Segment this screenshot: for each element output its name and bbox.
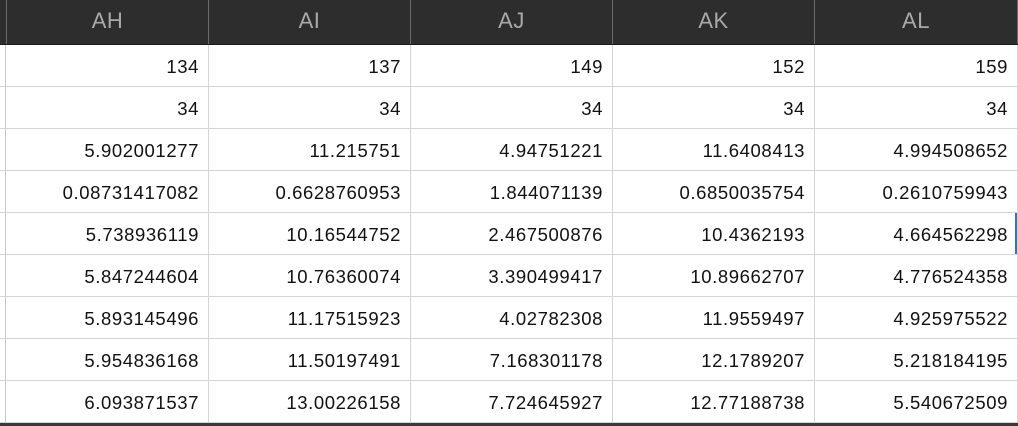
column-header-AK[interactable]: AK bbox=[613, 0, 815, 44]
column-header-AL[interactable]: AL bbox=[815, 0, 1018, 44]
row-header[interactable] bbox=[0, 129, 6, 170]
cell-AL[interactable]: 5.218184195 bbox=[815, 339, 1018, 380]
row-header[interactable] bbox=[0, 171, 6, 212]
corner-cell[interactable] bbox=[0, 0, 7, 44]
table-row: 5.902001277 11.215751 4.94751221 11.6408… bbox=[0, 129, 1018, 171]
cell-AK[interactable]: 0.6850035754 bbox=[613, 171, 815, 212]
cell-AJ[interactable]: 7.168301178 bbox=[411, 339, 613, 380]
cell-AJ[interactable]: 34 bbox=[411, 87, 613, 128]
row-header[interactable] bbox=[0, 381, 6, 422]
grid-body: 134 137 149 152 159 34 34 34 34 34 5.902… bbox=[0, 45, 1018, 426]
table-row: 6.093871537 13.00226158 7.724645927 12.7… bbox=[0, 381, 1018, 423]
selection-border bbox=[1015, 213, 1017, 254]
cell-AI[interactable]: 13.00226158 bbox=[209, 381, 411, 422]
cell-AH[interactable]: 134 bbox=[7, 45, 209, 86]
row-header[interactable] bbox=[0, 87, 6, 128]
row-header[interactable] bbox=[0, 297, 6, 338]
cell-AI[interactable]: 11.215751 bbox=[209, 129, 411, 170]
row-header[interactable] bbox=[0, 213, 6, 254]
cell-AH[interactable]: 5.893145496 bbox=[7, 297, 209, 338]
table-row: 5.847244604 10.76360074 3.390499417 10.8… bbox=[0, 255, 1018, 297]
cell-AI[interactable]: 34 bbox=[209, 87, 411, 128]
cell-AI[interactable]: 11.50197491 bbox=[209, 339, 411, 380]
table-row: 34 34 34 34 34 bbox=[0, 87, 1018, 129]
cell-AH[interactable]: 5.902001277 bbox=[7, 129, 209, 170]
cell-AJ[interactable]: 1.844071139 bbox=[411, 171, 613, 212]
cell-AH[interactable]: 0.08731417082 bbox=[7, 171, 209, 212]
cell-AK[interactable]: 34 bbox=[613, 87, 815, 128]
cell-AH[interactable]: 6.093871537 bbox=[7, 381, 209, 422]
column-header-AH[interactable]: AH bbox=[7, 0, 209, 44]
cell-AJ[interactable]: 3.390499417 bbox=[411, 255, 613, 296]
cell-AK[interactable]: 11.6408413 bbox=[613, 129, 815, 170]
row-header[interactable] bbox=[0, 339, 6, 380]
cell-AJ[interactable]: 4.94751221 bbox=[411, 129, 613, 170]
table-row: 5.738936119 10.16544752 2.467500876 10.4… bbox=[0, 213, 1018, 255]
row-header[interactable] bbox=[0, 45, 6, 86]
bottom-divider bbox=[0, 423, 1018, 426]
cell-AH[interactable]: 5.847244604 bbox=[7, 255, 209, 296]
cell-AK[interactable]: 152 bbox=[613, 45, 815, 86]
table-row: 5.893145496 11.17515923 4.02782308 11.95… bbox=[0, 297, 1018, 339]
cell-AJ[interactable]: 7.724645927 bbox=[411, 381, 613, 422]
cell-AL[interactable]: 4.664562298 bbox=[815, 213, 1018, 254]
cell-AH[interactable]: 5.738936119 bbox=[7, 213, 209, 254]
cell-AL[interactable]: 34 bbox=[815, 87, 1018, 128]
cell-AK[interactable]: 11.9559497 bbox=[613, 297, 815, 338]
cell-AI[interactable]: 10.16544752 bbox=[209, 213, 411, 254]
cell-AI[interactable]: 137 bbox=[209, 45, 411, 86]
column-header-row: AH AI AJ AK AL bbox=[0, 0, 1018, 45]
cell-AJ[interactable]: 149 bbox=[411, 45, 613, 86]
table-row: 0.08731417082 0.6628760953 1.844071139 0… bbox=[0, 171, 1018, 213]
column-header-AJ[interactable]: AJ bbox=[411, 0, 613, 44]
cell-AK[interactable]: 10.4362193 bbox=[613, 213, 815, 254]
table-row: 134 137 149 152 159 bbox=[0, 45, 1018, 87]
cell-AK[interactable]: 12.1789207 bbox=[613, 339, 815, 380]
cell-AJ[interactable]: 4.02782308 bbox=[411, 297, 613, 338]
cell-AH[interactable]: 5.954836168 bbox=[7, 339, 209, 380]
column-header-AI[interactable]: AI bbox=[209, 0, 411, 44]
cell-AL[interactable]: 5.540672509 bbox=[815, 381, 1018, 422]
cell-AJ[interactable]: 2.467500876 bbox=[411, 213, 613, 254]
cell-AI[interactable]: 0.6628760953 bbox=[209, 171, 411, 212]
cell-AL[interactable]: 159 bbox=[815, 45, 1018, 86]
cell-AK[interactable]: 12.77188738 bbox=[613, 381, 815, 422]
row-header[interactable] bbox=[0, 255, 6, 296]
table-row: 5.954836168 11.50197491 7.168301178 12.1… bbox=[0, 339, 1018, 381]
cell-AI[interactable]: 11.17515923 bbox=[209, 297, 411, 338]
cell-AL[interactable]: 4.994508652 bbox=[815, 129, 1018, 170]
cell-AH[interactable]: 34 bbox=[7, 87, 209, 128]
cell-AL[interactable]: 0.2610759943 bbox=[815, 171, 1018, 212]
cell-AK[interactable]: 10.89662707 bbox=[613, 255, 815, 296]
cell-AL[interactable]: 4.925975522 bbox=[815, 297, 1018, 338]
cell-AI[interactable]: 10.76360074 bbox=[209, 255, 411, 296]
cell-AL[interactable]: 4.776524358 bbox=[815, 255, 1018, 296]
